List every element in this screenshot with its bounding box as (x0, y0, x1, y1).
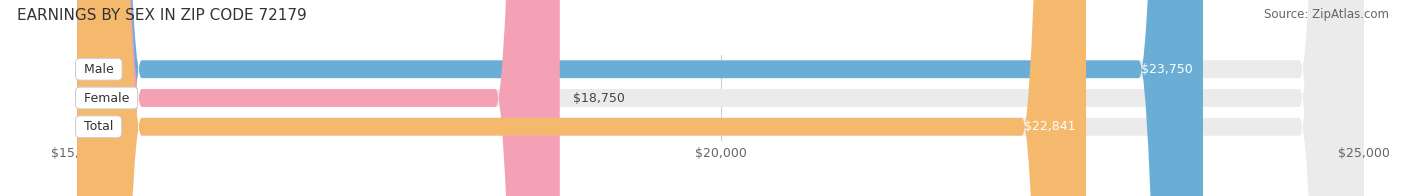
Text: $18,750: $18,750 (572, 92, 624, 104)
FancyBboxPatch shape (77, 0, 1204, 196)
Text: Male: Male (80, 63, 118, 76)
Text: Source: ZipAtlas.com: Source: ZipAtlas.com (1264, 8, 1389, 21)
Text: EARNINGS BY SEX IN ZIP CODE 72179: EARNINGS BY SEX IN ZIP CODE 72179 (17, 8, 307, 23)
Text: $22,841: $22,841 (1025, 120, 1076, 133)
Text: Female: Female (80, 92, 134, 104)
Text: $23,750: $23,750 (1140, 63, 1192, 76)
FancyBboxPatch shape (77, 0, 1085, 196)
FancyBboxPatch shape (77, 0, 560, 196)
FancyBboxPatch shape (77, 0, 1364, 196)
Text: Total: Total (80, 120, 117, 133)
FancyBboxPatch shape (77, 0, 1364, 196)
FancyBboxPatch shape (77, 0, 1364, 196)
